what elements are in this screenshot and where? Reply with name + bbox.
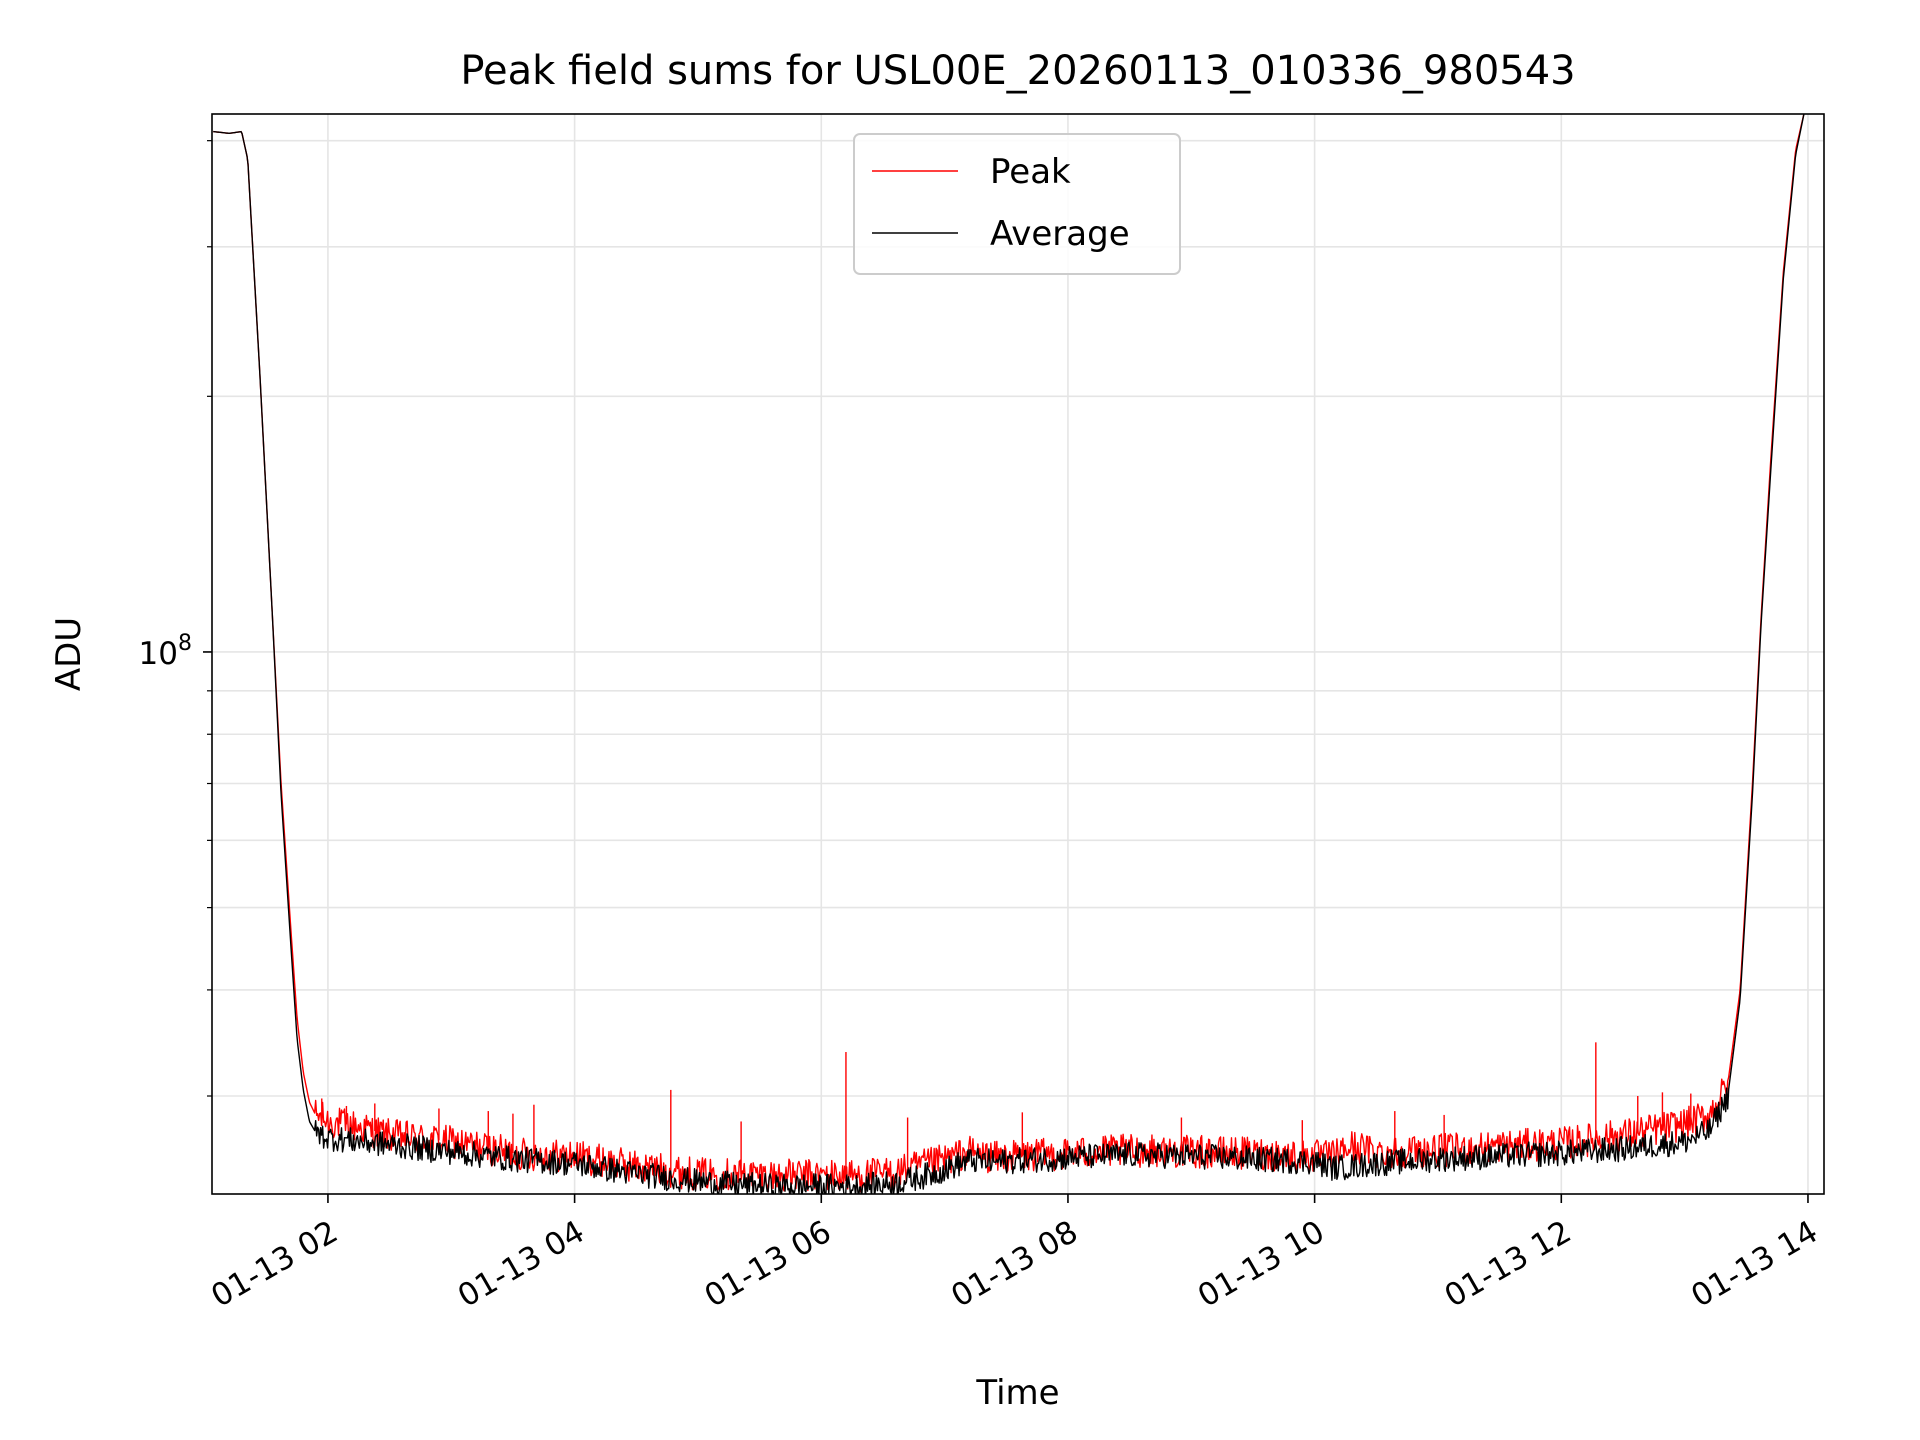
- grid: [212, 114, 1824, 1194]
- chart-title: Peak field sums for USL00E_20260113_0103…: [460, 48, 1575, 94]
- y-axis-label: ADU: [49, 617, 89, 691]
- legend-label-peak: Peak: [990, 152, 1071, 192]
- legend: Peak Average: [853, 133, 1181, 275]
- plot-frame: [211, 113, 1825, 1195]
- legend-label-average: Average: [990, 214, 1130, 254]
- series-line-average: [213, 114, 1805, 1194]
- legend-box: [853, 133, 1181, 275]
- y-tick-label: 108: [139, 631, 192, 672]
- x-axis-label: Time: [975, 1373, 1059, 1413]
- series-layer: [213, 114, 1805, 1194]
